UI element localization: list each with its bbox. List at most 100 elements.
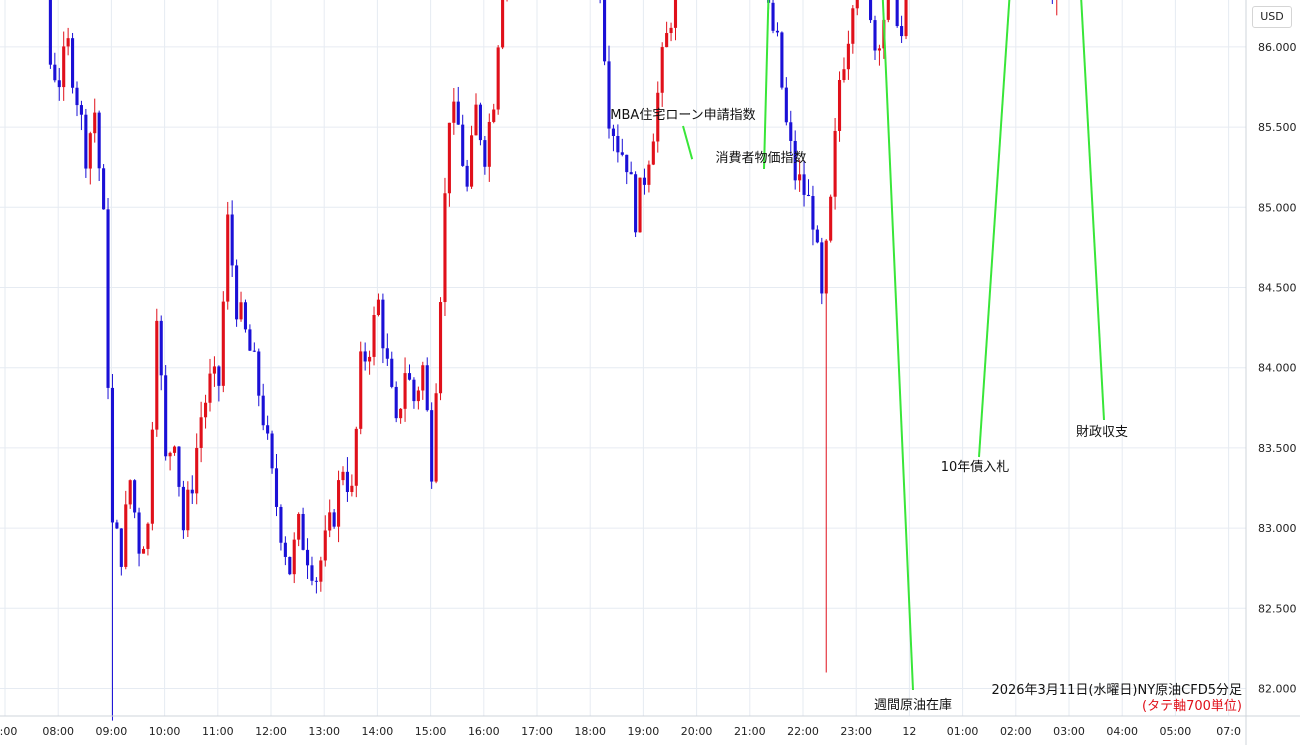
candle-down [634, 174, 638, 233]
candle-up [62, 46, 66, 88]
candle-up [904, 0, 908, 37]
candle-up [372, 315, 376, 357]
candle-down [159, 320, 163, 376]
annotation-line [881, 0, 914, 691]
candle-down [305, 549, 310, 566]
candle-up [141, 548, 146, 554]
candle-down [288, 556, 292, 575]
candle-down [217, 366, 221, 386]
annotation-label: MBA住宅ローン申請指数 [610, 108, 755, 123]
candle-down [310, 565, 314, 581]
candle-up [221, 301, 225, 386]
candle-down [394, 386, 398, 419]
candle-down [235, 265, 239, 320]
candle-up [212, 366, 216, 374]
candle-down [478, 104, 482, 141]
candle-up [651, 141, 655, 165]
time-tick-label: 15:00 [415, 725, 447, 738]
time-tick-label: 04:00 [1106, 725, 1138, 738]
candle-up [146, 523, 150, 549]
time-tick-label: 16:00 [468, 725, 500, 738]
annotation-label: 財政収支 [1076, 425, 1128, 440]
candle-down [252, 350, 256, 352]
candle-down [802, 174, 806, 195]
candle-down [177, 446, 181, 487]
candle-up [350, 485, 354, 493]
candle-down [164, 375, 168, 457]
candle-up [421, 365, 425, 391]
candle-up [837, 79, 842, 131]
candle-up [88, 133, 92, 169]
price-tick-label: 83.500 [1258, 442, 1297, 455]
candle-down [407, 373, 412, 380]
candle-down [115, 522, 119, 529]
candle-up [496, 47, 500, 110]
candle-down [820, 242, 824, 294]
candle-down [465, 165, 469, 187]
price-tick-label: 84.500 [1258, 282, 1297, 295]
candle-up [204, 402, 208, 418]
chart-grid [0, 0, 1246, 716]
candle-up [886, 0, 890, 20]
candle-up [669, 27, 673, 34]
candle-up [434, 393, 438, 482]
candle-down [110, 387, 115, 523]
candle-up [501, 0, 505, 48]
candle-up [638, 177, 642, 233]
price-tick-label: 85.500 [1258, 121, 1297, 134]
price-axis[interactable]: 82.000 82.500 83.000 83.500 84.000 84.500 85.0… [1258, 0, 1297, 696]
price-tick-label: 85.000 [1258, 201, 1297, 214]
candle-down [425, 365, 429, 411]
candle-up [833, 130, 837, 197]
candle-up [168, 452, 172, 457]
candle-up [660, 47, 664, 93]
candle-down [789, 122, 793, 141]
candle-down [461, 124, 465, 166]
price-tick-label: 86.000 [1258, 41, 1297, 54]
candle-down [48, 0, 52, 65]
time-tick-label: 7:00 [0, 725, 17, 738]
candle-up [66, 38, 70, 47]
annotation-lines [682, 0, 1105, 691]
time-tick-label: 12 [902, 725, 916, 738]
currency-label[interactable]: USD [1252, 6, 1292, 28]
candle-down [815, 229, 819, 243]
candle-down [607, 61, 611, 129]
candle-up [328, 512, 332, 531]
candle-down [629, 172, 633, 175]
candle-down [900, 26, 904, 37]
candle-down [811, 196, 815, 230]
candle-down [75, 87, 79, 106]
candle-up [416, 390, 420, 402]
candle-down [430, 410, 434, 482]
price-tick-label: 84.000 [1258, 362, 1297, 375]
time-tick-label: 09:00 [96, 725, 128, 738]
time-tick-label: 18:00 [574, 725, 606, 738]
candle-down [620, 152, 624, 155]
candle-down [133, 480, 137, 513]
candle-down [895, 0, 899, 27]
candle-up [359, 351, 363, 429]
candle-down [266, 425, 270, 434]
time-tick-label: 02:00 [1000, 725, 1032, 738]
candle-up [376, 299, 381, 316]
candle-down [603, 0, 607, 62]
candle-down [102, 168, 106, 210]
time-tick-label: 08:00 [42, 725, 74, 738]
candle-up [665, 33, 669, 48]
candle-up [399, 408, 403, 419]
candle-up [208, 373, 212, 403]
candle-up [341, 471, 345, 481]
candle-down [270, 433, 274, 469]
chart-caption: 2026年3月11日(水曜日)NY原油CFD5分足 (タテ軸700単位) [991, 683, 1242, 715]
candle-up [337, 480, 341, 527]
time-axis[interactable]: 7:00 08:00 09:00 10:00 11:00 12:00 13:00 14:00 1… [0, 725, 1241, 738]
candle-up [470, 135, 474, 187]
candle-down [257, 351, 261, 396]
candle-down [84, 114, 88, 169]
candle-up [172, 446, 177, 453]
time-tick-label: 20:00 [681, 725, 713, 738]
candle-up [368, 356, 372, 362]
